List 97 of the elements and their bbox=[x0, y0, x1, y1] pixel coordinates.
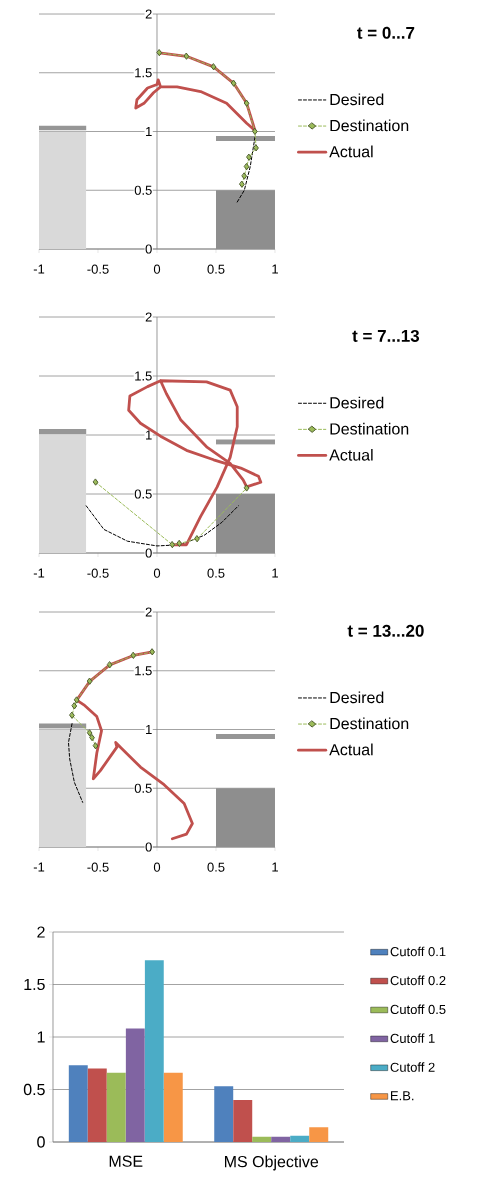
y-tick-label: 0 bbox=[37, 1136, 45, 1148]
point bbox=[149, 648, 156, 656]
y-tick-label: 2 bbox=[145, 9, 152, 19]
y-tick-label: 1.5 bbox=[24, 978, 45, 991]
legend-label: Cutoff 0.1 bbox=[390, 946, 446, 957]
line-series bbox=[85, 505, 239, 547]
x-tick-label: 1 bbox=[272, 264, 278, 274]
bar bbox=[290, 1135, 310, 1142]
y-tick-label: 2 bbox=[145, 607, 152, 617]
point bbox=[176, 540, 183, 548]
bar bbox=[163, 1072, 183, 1142]
point bbox=[194, 535, 200, 543]
legend-label: Actual bbox=[329, 743, 373, 756]
point bbox=[241, 172, 248, 180]
point bbox=[92, 478, 99, 486]
y-tick-label: 2 bbox=[145, 312, 152, 322]
x-tick-label: 0.5 bbox=[207, 264, 225, 274]
line-series bbox=[236, 136, 256, 203]
point bbox=[71, 702, 78, 710]
bar bbox=[233, 1100, 253, 1142]
point bbox=[183, 52, 190, 60]
x-tick-label: 0 bbox=[153, 264, 161, 274]
legend-label: Desired bbox=[330, 691, 384, 704]
legend-title: t = 13...20 bbox=[347, 624, 424, 637]
y-tick-label: 1.5 bbox=[135, 371, 152, 381]
y-tick-label: 0 bbox=[145, 548, 152, 558]
x-tick-label: 1 bbox=[272, 862, 278, 872]
x-tick-label: MS Objective bbox=[224, 1155, 319, 1171]
y-tick-label: 0.5 bbox=[134, 783, 152, 793]
legend-label: E.B. bbox=[391, 1091, 414, 1101]
legend-label: Destination bbox=[330, 422, 409, 435]
y-tick-label: 1.5 bbox=[135, 666, 152, 676]
bar bbox=[214, 1086, 234, 1142]
point bbox=[243, 484, 250, 492]
bar bbox=[271, 1136, 291, 1142]
y-tick-label: 1 bbox=[37, 1031, 45, 1043]
point bbox=[89, 734, 95, 742]
legend-label: Destination bbox=[330, 717, 409, 730]
x-tick-label: -1 bbox=[33, 568, 45, 578]
y-tick-label: 1 bbox=[146, 127, 152, 136]
x-tick-label: 0 bbox=[153, 568, 161, 578]
point bbox=[243, 99, 250, 107]
x-tick-label: 1 bbox=[272, 568, 278, 578]
y-tick-label: 0.5 bbox=[134, 489, 152, 499]
x-tick-label: MSE bbox=[109, 1155, 143, 1167]
legend-label: Actual bbox=[329, 448, 373, 461]
bar bbox=[68, 1065, 88, 1142]
point bbox=[130, 651, 137, 659]
legend-label: Cutoff 0.2 bbox=[390, 975, 446, 986]
y-tick-label: 0 bbox=[145, 244, 152, 254]
point bbox=[74, 696, 80, 704]
point bbox=[86, 677, 93, 685]
point bbox=[253, 144, 259, 152]
point bbox=[156, 49, 163, 57]
y-tick-label: 2 bbox=[37, 926, 45, 938]
x-tick-label: -1 bbox=[33, 862, 45, 872]
x-tick-label: 0 bbox=[153, 862, 161, 872]
point bbox=[246, 153, 252, 161]
x-tick-label: 0.5 bbox=[207, 568, 225, 578]
legend-label: Cutoff 0.5 bbox=[390, 1004, 446, 1015]
bar bbox=[252, 1136, 272, 1142]
point bbox=[252, 128, 258, 136]
bar bbox=[106, 1072, 126, 1142]
y-tick-label: 1.5 bbox=[135, 68, 152, 78]
point bbox=[169, 541, 176, 549]
y-tick-label: 0.5 bbox=[134, 185, 152, 195]
bar bbox=[144, 960, 164, 1142]
legend-label: Desired bbox=[330, 93, 384, 106]
point bbox=[86, 729, 93, 737]
legend-label: Desired bbox=[330, 396, 384, 409]
legend-label: Destination bbox=[330, 119, 409, 132]
line-series bbox=[127, 379, 263, 547]
y-tick-label: 0 bbox=[145, 842, 152, 852]
point bbox=[92, 742, 99, 750]
y-tick-label: 0.5 bbox=[23, 1083, 45, 1096]
line-series bbox=[68, 723, 84, 803]
legend-label: Cutoff 1 bbox=[390, 1033, 435, 1043]
point bbox=[239, 180, 245, 188]
point bbox=[243, 163, 250, 171]
x-tick-label: -1 bbox=[33, 264, 45, 274]
x-tick-label: -0.5 bbox=[87, 862, 109, 872]
y-tick-label: 1 bbox=[146, 725, 152, 734]
x-tick-label: -0.5 bbox=[87, 264, 109, 274]
point bbox=[69, 711, 75, 719]
point bbox=[210, 63, 217, 71]
x-tick-label: 0.5 bbox=[207, 862, 225, 872]
legend-title: t = 0...7 bbox=[357, 26, 415, 39]
bar bbox=[309, 1127, 329, 1142]
legend-label: Cutoff 2 bbox=[390, 1062, 435, 1072]
legend-title: t = 7...13 bbox=[352, 329, 420, 342]
legend-label: Actual bbox=[329, 145, 373, 158]
x-tick-label: -0.5 bbox=[87, 568, 109, 578]
point bbox=[230, 79, 237, 87]
bar bbox=[87, 1068, 107, 1142]
point bbox=[107, 661, 113, 669]
y-tick-label: 1 bbox=[146, 430, 152, 440]
bar bbox=[125, 1028, 145, 1142]
